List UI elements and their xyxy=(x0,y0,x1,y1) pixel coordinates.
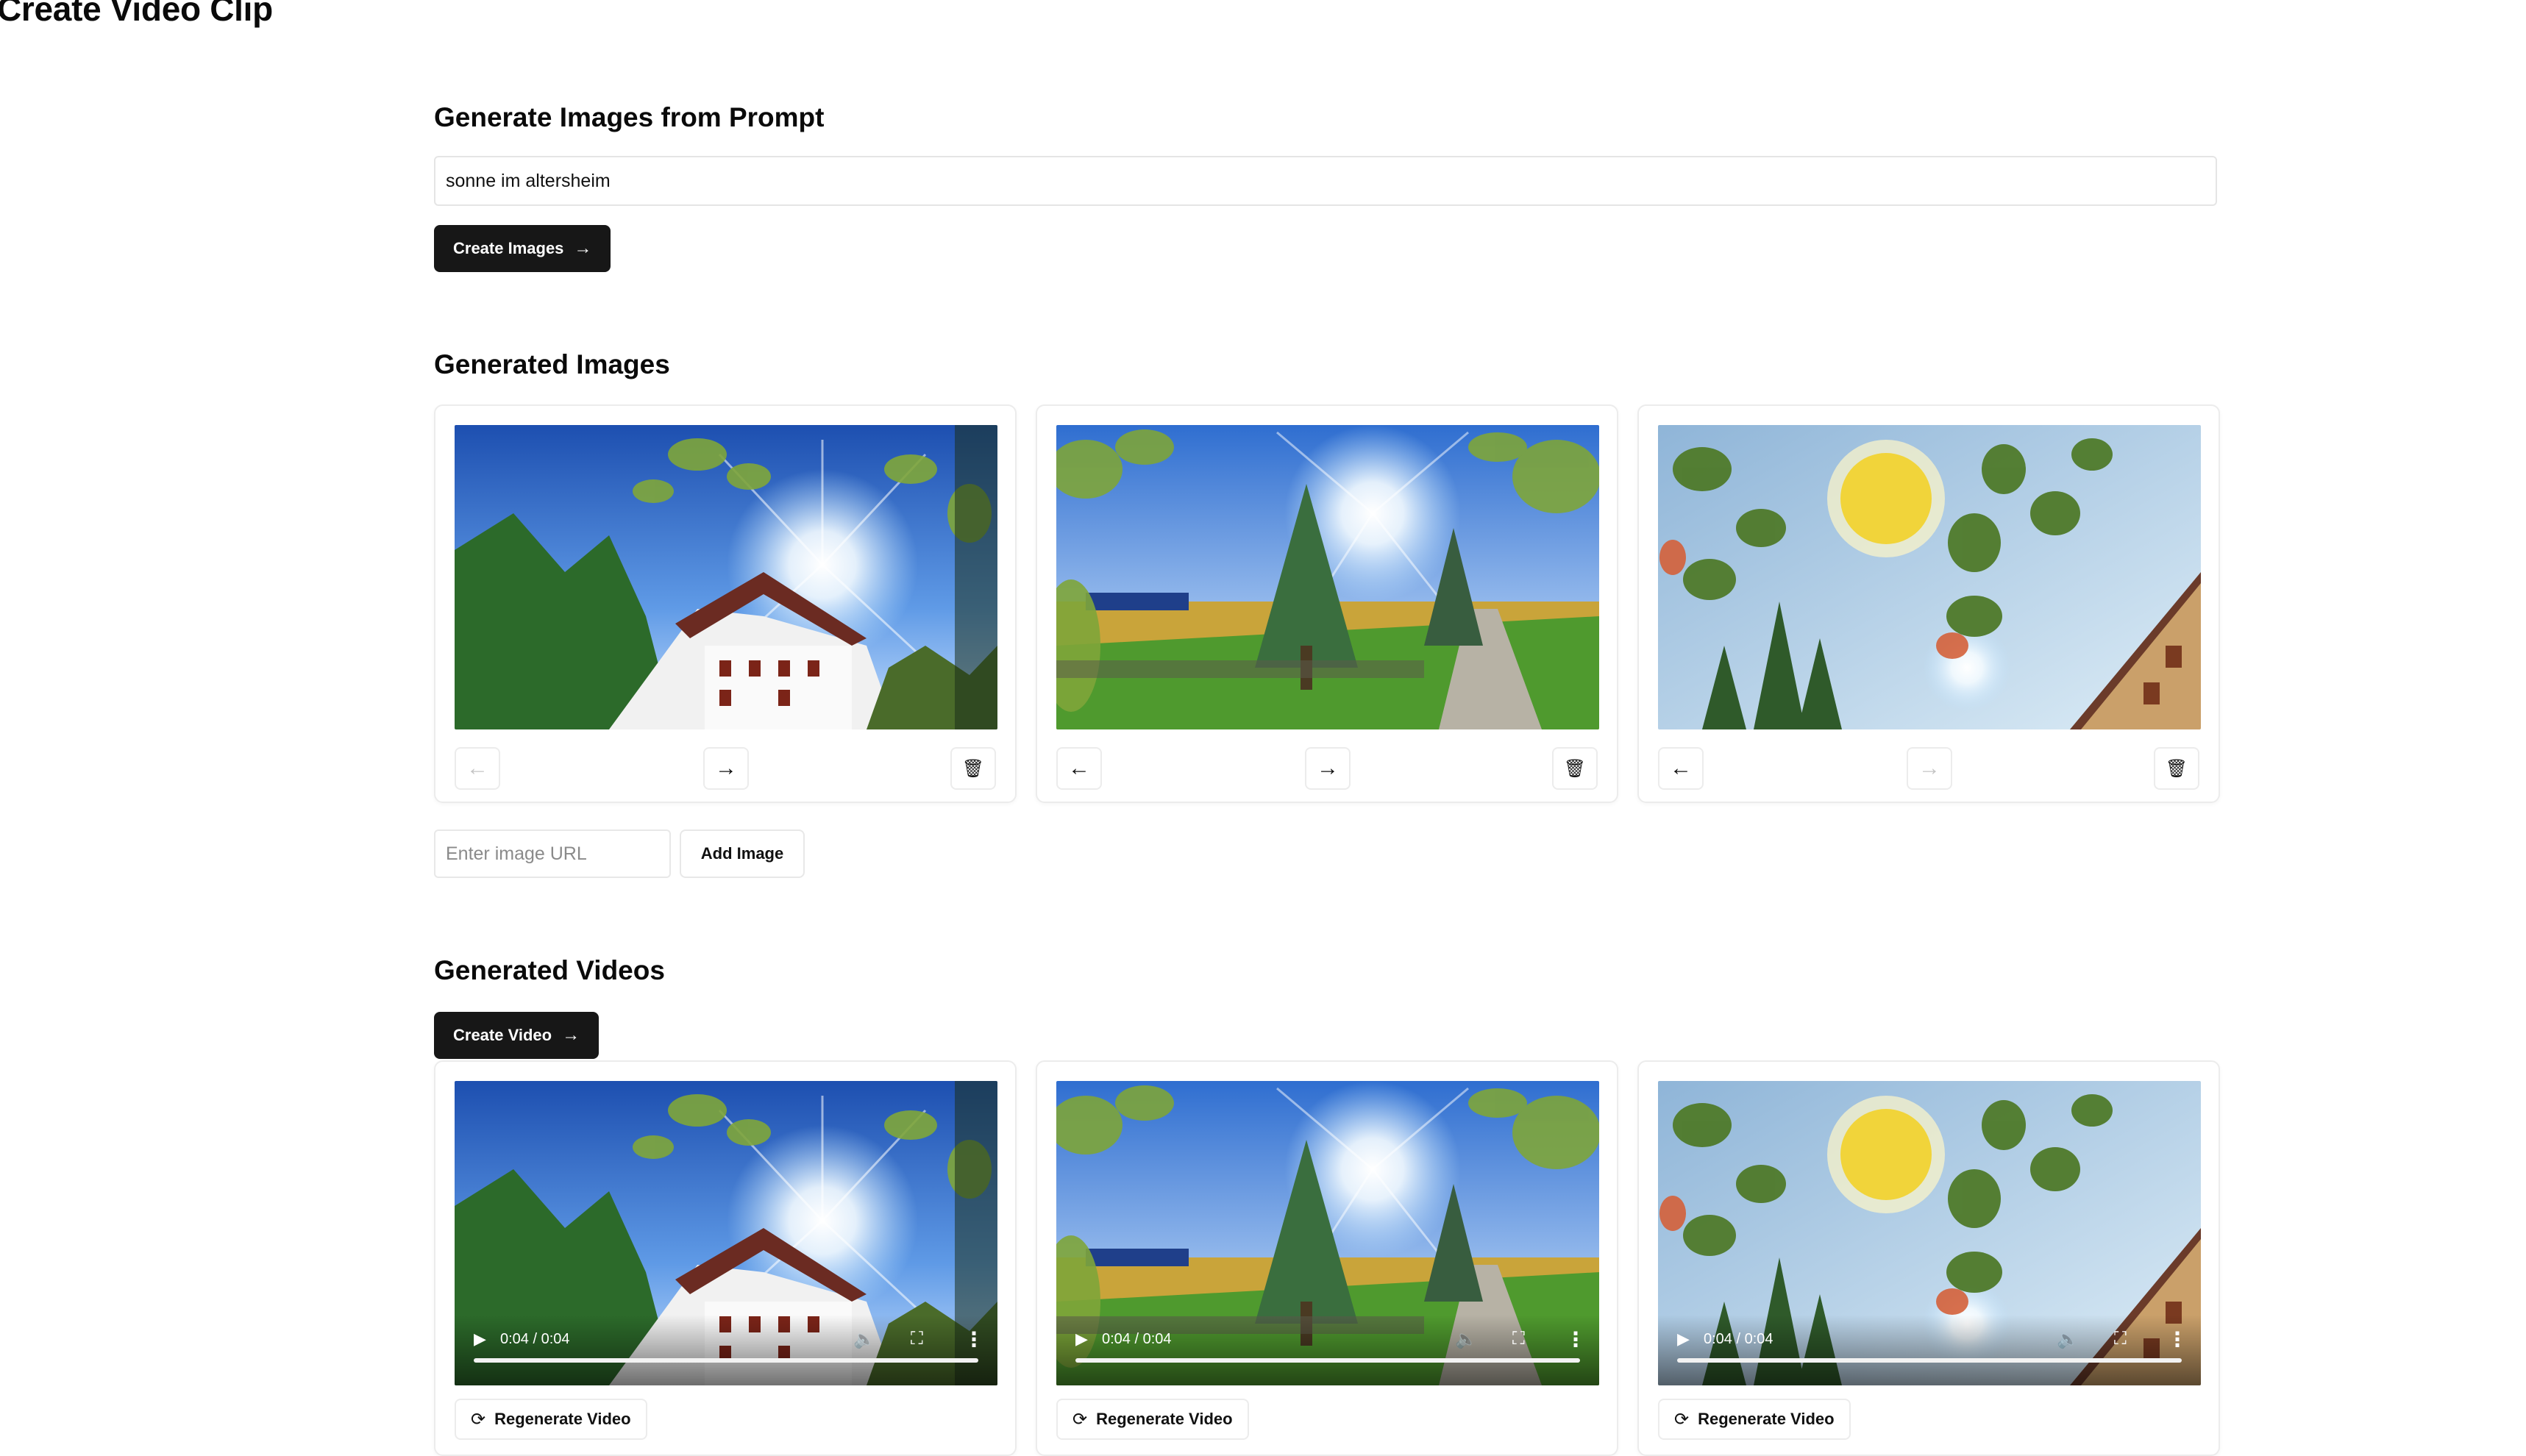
video-player[interactable]: ▶ 0:04 / 0:04 🔈 ⛶ ⋮ xyxy=(455,1081,997,1385)
play-icon[interactable]: ▶ xyxy=(1075,1330,1088,1348)
regenerate-video-label: Regenerate Video xyxy=(494,1410,631,1428)
regenerate-video-label: Regenerate Video xyxy=(1698,1410,1835,1428)
more-options-icon[interactable]: ⋮ xyxy=(2167,1327,2188,1351)
more-options-icon[interactable]: ⋮ xyxy=(1565,1327,1586,1351)
image-url-input[interactable]: Enter image URL xyxy=(434,829,671,878)
video-card: ▶ 0:04 / 0:04 🔈 ⛶ ⋮ ⟳ Regenerate Video xyxy=(1637,1060,2220,1456)
fullscreen-icon[interactable]: ⛶ xyxy=(1512,1329,1525,1349)
delete-image-button[interactable]: 🗑 xyxy=(1552,747,1598,790)
video-card: ▶ 0:04 / 0:04 🔈 ⛶ ⋮ ⟳ Regenerate Video xyxy=(434,1060,1017,1456)
trash-icon: 🗑 xyxy=(961,758,985,779)
generated-image[interactable] xyxy=(1056,425,1599,729)
arrow-right-icon: → xyxy=(1317,756,1339,780)
volume-icon[interactable]: 🔈 xyxy=(1455,1329,1477,1349)
video-progress-bar[interactable] xyxy=(474,1358,978,1363)
images-section-title: Generated Images xyxy=(434,349,670,379)
regenerate-video-button[interactable]: ⟳ Regenerate Video xyxy=(1658,1399,1851,1440)
image-card: ← → 🗑 xyxy=(434,404,1017,803)
video-time: 0:04 / 0:04 xyxy=(1704,1330,1773,1347)
regenerate-video-label: Regenerate Video xyxy=(1096,1410,1233,1428)
page-title: Create Video Clip xyxy=(0,0,273,28)
create-video-label: Create Video xyxy=(453,1026,552,1044)
video-controls-overlay xyxy=(455,1315,997,1385)
volume-icon[interactable]: 🔈 xyxy=(2057,1329,2079,1349)
video-card: ▶ 0:04 / 0:04 🔈 ⛶ ⋮ ⟳ Regenerate Video xyxy=(1036,1060,1618,1456)
regenerate-video-button[interactable]: ⟳ Regenerate Video xyxy=(1056,1399,1249,1440)
trash-icon: 🗑 xyxy=(1563,758,1587,779)
play-icon[interactable]: ▶ xyxy=(474,1330,486,1348)
play-icon[interactable]: ▶ xyxy=(1677,1330,1690,1348)
prompt-section-title: Generate Images from Prompt xyxy=(434,102,825,132)
move-left-button[interactable]: ← xyxy=(1658,747,1704,790)
refresh-icon: ⟳ xyxy=(471,1409,486,1430)
video-time: 0:04 / 0:04 xyxy=(500,1330,570,1347)
delete-image-button[interactable]: 🗑 xyxy=(2154,747,2199,790)
video-progress-bar[interactable] xyxy=(1075,1358,1580,1363)
create-images-label: Create Images xyxy=(453,239,564,257)
fullscreen-icon[interactable]: ⛶ xyxy=(2114,1329,2127,1349)
prompt-input[interactable]: sonne im altersheim xyxy=(434,156,2217,206)
video-player[interactable]: ▶ 0:04 / 0:04 🔈 ⛶ ⋮ xyxy=(1658,1081,2201,1385)
move-right-button[interactable]: → xyxy=(1305,747,1351,790)
generated-image[interactable] xyxy=(455,425,997,729)
refresh-icon: ⟳ xyxy=(1072,1409,1088,1430)
arrow-right-icon: → xyxy=(562,1025,580,1045)
create-images-button[interactable]: Create Images → xyxy=(434,225,611,272)
move-right-button[interactable]: → xyxy=(703,747,749,790)
video-controls-overlay xyxy=(1658,1315,2201,1385)
arrow-right-icon: → xyxy=(715,756,737,780)
arrow-left-icon: ← xyxy=(1670,756,1692,780)
delete-image-button[interactable]: 🗑 xyxy=(950,747,996,790)
add-image-button[interactable]: Add Image xyxy=(680,829,805,878)
regenerate-video-button[interactable]: ⟳ Regenerate Video xyxy=(455,1399,647,1440)
videos-section-title: Generated Videos xyxy=(434,955,665,985)
refresh-icon: ⟳ xyxy=(1674,1409,1690,1430)
video-controls-overlay xyxy=(1056,1315,1599,1385)
move-left-button[interactable]: ← xyxy=(455,747,500,790)
fullscreen-icon[interactable]: ⛶ xyxy=(911,1329,923,1349)
generated-image[interactable] xyxy=(1658,425,2201,729)
trash-icon: 🗑 xyxy=(2165,758,2188,779)
arrow-right-icon: → xyxy=(574,238,592,258)
arrow-right-icon: → xyxy=(1918,756,1940,780)
video-progress-bar[interactable] xyxy=(1677,1358,2182,1363)
image-card: ← → 🗑 xyxy=(1637,404,2220,803)
video-player[interactable]: ▶ 0:04 / 0:04 🔈 ⛶ ⋮ xyxy=(1056,1081,1599,1385)
video-time: 0:04 / 0:04 xyxy=(1102,1330,1172,1347)
volume-icon[interactable]: 🔈 xyxy=(853,1329,875,1349)
image-card: ← → 🗑 xyxy=(1036,404,1618,803)
move-right-button[interactable]: → xyxy=(1907,747,1952,790)
more-options-icon[interactable]: ⋮ xyxy=(964,1327,984,1351)
create-video-button[interactable]: Create Video → xyxy=(434,1012,600,1059)
arrow-left-icon: ← xyxy=(1068,756,1090,780)
arrow-left-icon: ← xyxy=(466,756,488,780)
move-left-button[interactable]: ← xyxy=(1056,747,1102,790)
